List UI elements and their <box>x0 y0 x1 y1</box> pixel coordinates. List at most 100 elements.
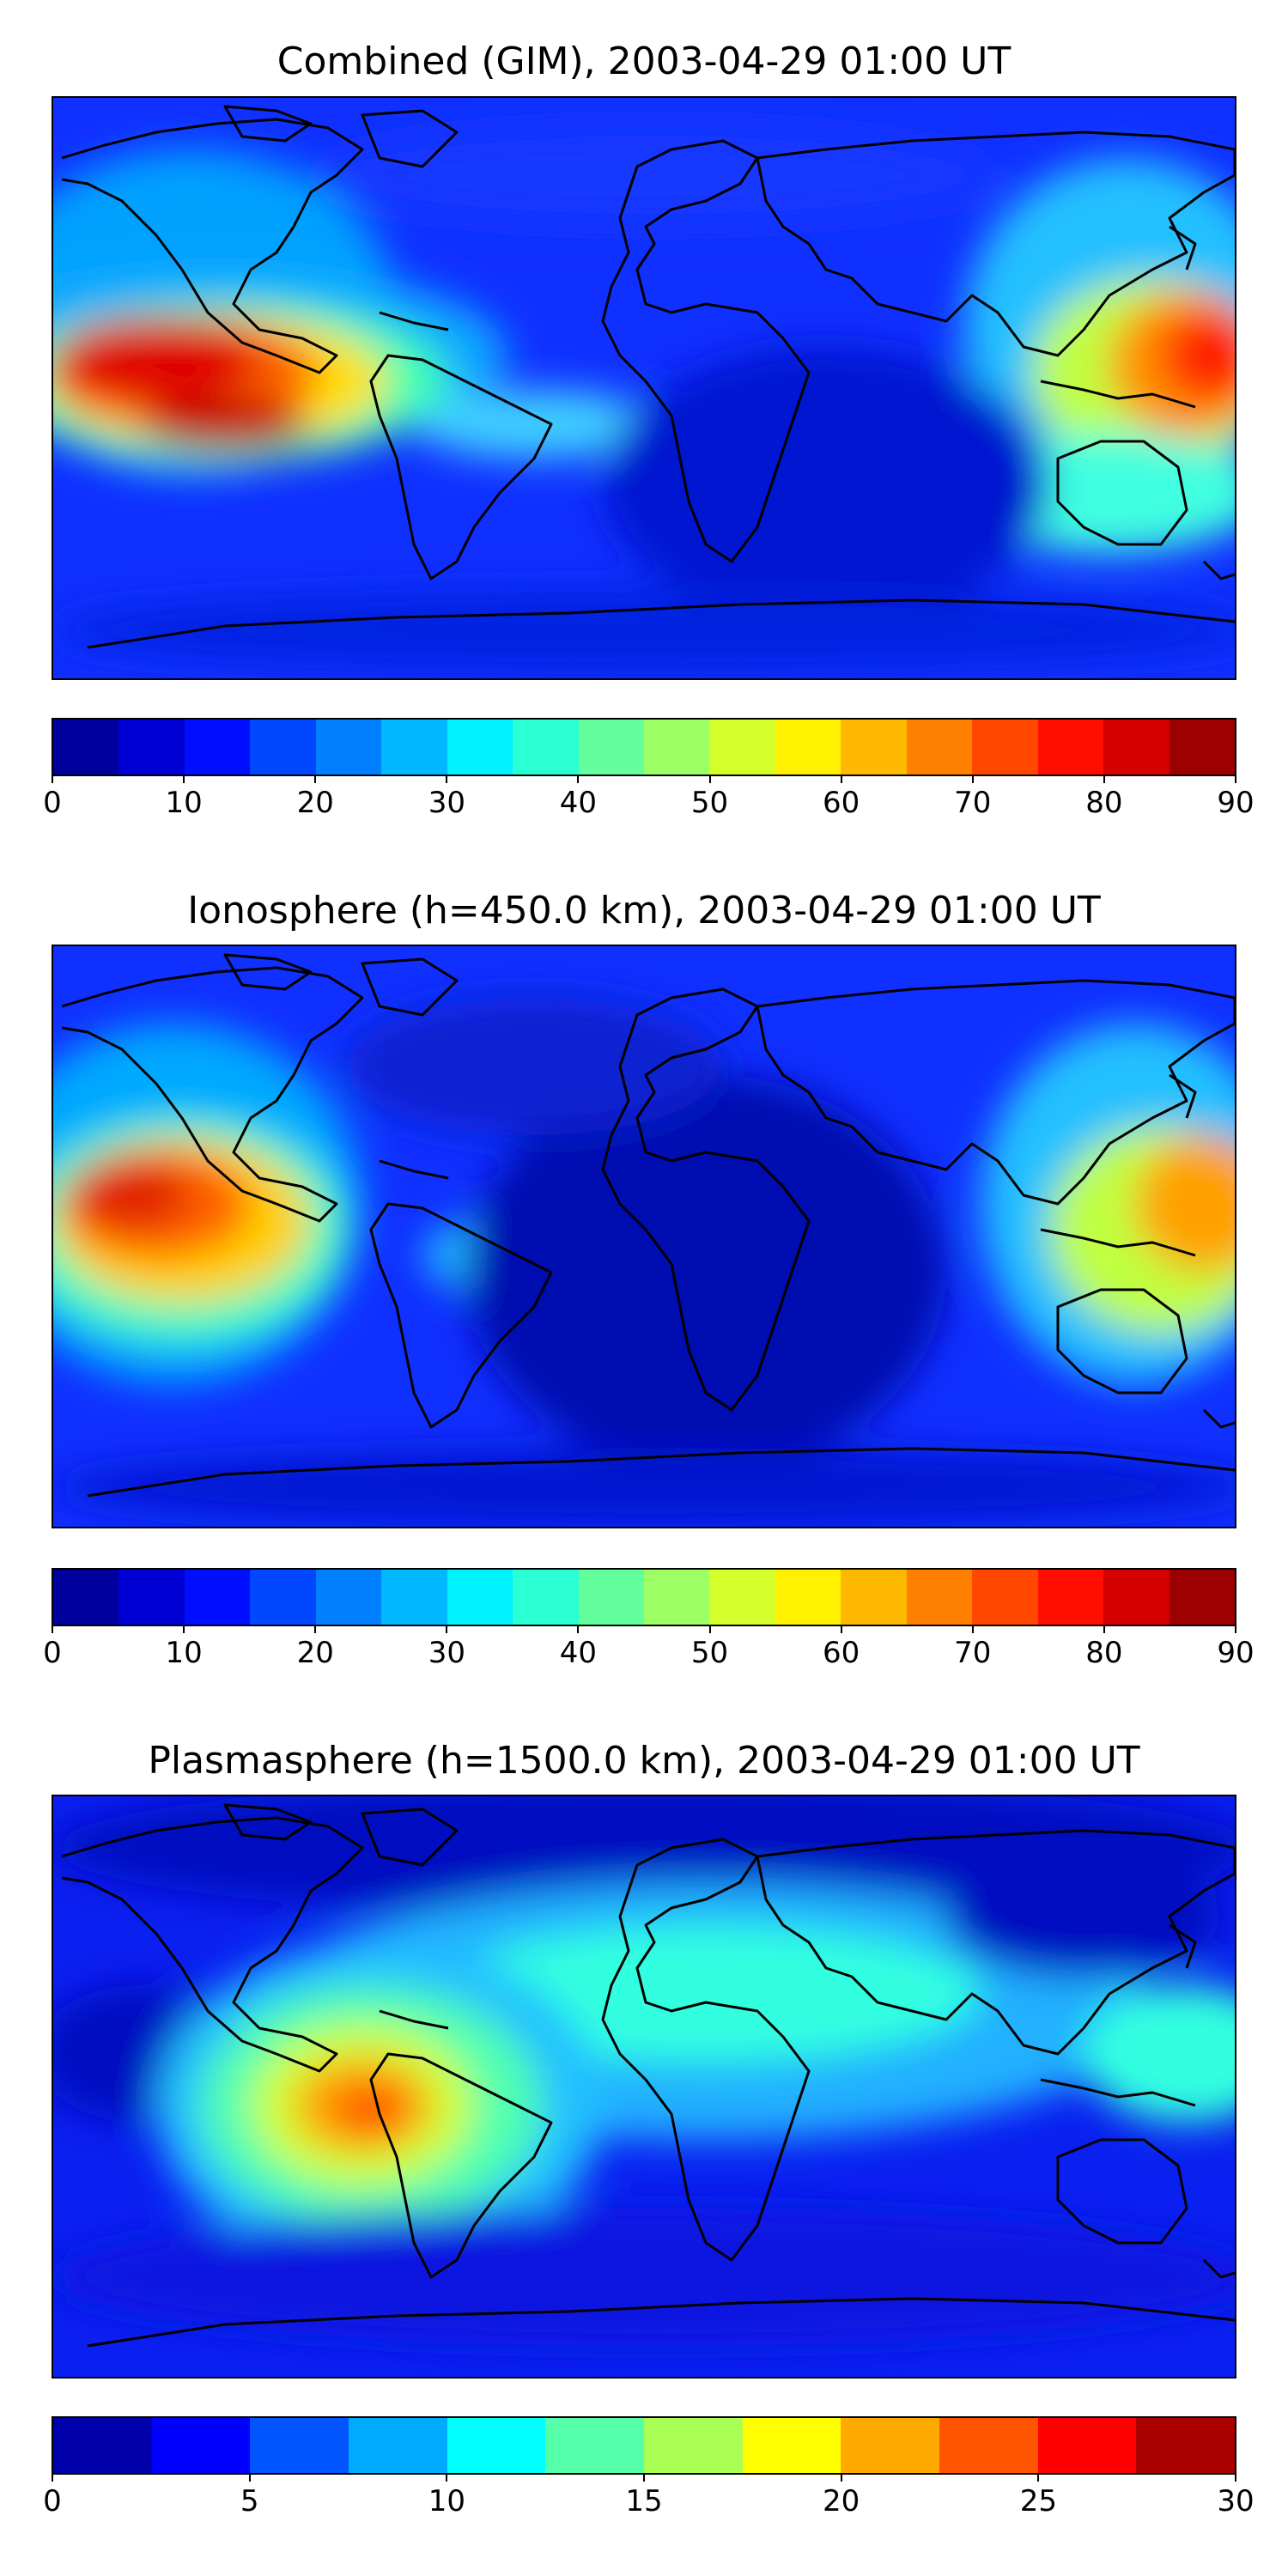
colorbar-tick-label: 20 <box>823 2484 860 2518</box>
colorbar-tick-label: 30 <box>1217 2484 1255 2518</box>
colorbar-swatches-combined <box>53 720 1235 775</box>
tec-contour-map-plasmasphere <box>53 1796 1235 2377</box>
colorbar-swatch <box>841 1570 908 1625</box>
colorbar-swatches-plasmasphere <box>53 2418 1235 2473</box>
colorbar-tick-mark <box>643 2473 645 2482</box>
colorbar-tick-mark <box>1235 2473 1236 2482</box>
colorbar-tick-label: 50 <box>690 1636 729 1670</box>
colorbar-tick-mark <box>248 2473 251 2482</box>
colorbar-swatch <box>381 720 448 775</box>
colorbar-tick-mark <box>1103 1625 1105 1633</box>
colorbar-tick-label: 10 <box>165 1636 203 1670</box>
colorbar-tick-label: 5 <box>240 2484 259 2518</box>
blob <box>946 1856 1221 1977</box>
colorbar-tick-label: 80 <box>1085 1636 1123 1670</box>
colorbar-tick-mark <box>971 775 974 783</box>
colorbar-ticks-combined: 0 10 20 30 40 50 60 70 80 90 <box>43 775 1255 820</box>
colorbar-swatch <box>316 1570 382 1625</box>
colorbar-tick-label: 40 <box>559 786 598 820</box>
colorbar-swatch <box>579 1570 645 1625</box>
colorbar-tick-label: 30 <box>428 1636 465 1670</box>
tec-contour-map-ionosphere <box>53 946 1235 1527</box>
colorbar-swatch <box>907 1570 973 1625</box>
colorbar-tick-mark <box>314 775 317 783</box>
tec-contour-map-combined <box>53 98 1235 678</box>
blob <box>53 2208 1235 2346</box>
colorbar-swatch <box>447 720 513 775</box>
colorbar-swatch <box>841 720 908 775</box>
blob <box>1084 1985 1235 2123</box>
colorbar-swatch <box>644 1570 710 1625</box>
blob <box>345 998 723 1135</box>
colorbar-swatch <box>185 720 251 775</box>
colorbar-swatch <box>709 720 776 775</box>
colorbar-swatches-ionosphere <box>53 1570 1235 1625</box>
colorbar-swatch <box>447 1570 513 1625</box>
blob <box>53 1449 1235 1526</box>
colorbar-plasmasphere <box>52 2416 1236 2475</box>
panel-title-ionosphere: Ionosphere (h=450.0 km), 2003-04-29 01:0… <box>187 889 1101 933</box>
colorbar-tick-mark <box>840 1625 842 1633</box>
panel-title-combined: Combined (GIM), 2003-04-29 01:00 UT <box>276 39 1012 83</box>
colorbar-tick-label: 20 <box>296 1636 334 1670</box>
colorbar-tick-label: 40 <box>559 1636 598 1670</box>
colorbar-swatch <box>1038 720 1104 775</box>
colorbar-tick-mark <box>183 1625 185 1633</box>
colorbar-swatch <box>775 1570 841 1625</box>
blob <box>465 1075 946 1470</box>
colorbar-tick-label: 10 <box>428 2484 465 2518</box>
colorbar-swatch <box>709 1570 776 1625</box>
colorbar-tick-label: 20 <box>296 786 334 820</box>
colorbar-swatch <box>1170 720 1235 775</box>
colorbar-swatch <box>53 720 119 775</box>
colorbar-tick-mark <box>446 775 448 783</box>
colorbar-tick-label: 10 <box>165 786 203 820</box>
colorbar-tick-label: 60 <box>823 1636 860 1670</box>
blob <box>1161 308 1235 403</box>
colorbar-swatch <box>1136 2418 1235 2473</box>
colorbar-tick-mark <box>52 2473 53 2482</box>
colorbar-tick-mark <box>1235 1625 1236 1633</box>
colorbar-tick-mark <box>840 2473 842 2482</box>
colorbar-swatch <box>579 720 645 775</box>
colorbar-swatch <box>513 720 580 775</box>
blob <box>139 398 311 450</box>
colorbar-tick-mark <box>314 1625 317 1633</box>
colorbar-tick-label: 70 <box>954 1636 992 1670</box>
blob <box>70 1161 191 1230</box>
colorbar-swatch <box>381 1570 448 1625</box>
colorbar-swatch <box>152 2418 251 2473</box>
map-plasmasphere <box>52 1795 1236 2379</box>
colorbar-ticks-ionosphere: 0 10 20 30 40 50 60 70 80 90 <box>43 1625 1255 1670</box>
blob <box>311 124 998 227</box>
colorbar-tick-label: 30 <box>428 786 465 820</box>
colorbar-tick-mark <box>446 1625 448 1633</box>
colorbar-tick-label: 80 <box>1085 786 1123 820</box>
colorbar-tick-label: 70 <box>954 786 992 820</box>
colorbar-swatch <box>545 2418 645 2473</box>
blob <box>53 317 259 403</box>
blob <box>414 390 654 459</box>
colorbar-swatch <box>907 720 973 775</box>
colorbar-tick-mark <box>708 1625 711 1633</box>
colorbar-tick-mark <box>840 775 842 783</box>
colorbar-swatch <box>1103 720 1170 775</box>
colorbar-tick-mark <box>1037 2473 1040 2482</box>
colorbar-swatch <box>841 2418 940 2473</box>
colorbar-tick-label: 0 <box>43 2484 62 2518</box>
colorbar-tick-label: 0 <box>43 1636 62 1670</box>
colorbar-swatch <box>349 2418 448 2473</box>
colorbar-tick-label: 90 <box>1217 786 1255 820</box>
colorbar-tick-label: 15 <box>625 2484 663 2518</box>
blob <box>1135 1135 1235 1273</box>
colorbar-tick-mark <box>52 775 53 783</box>
colorbar-tick-label: 90 <box>1217 1636 1255 1670</box>
colorbar-swatch <box>644 2418 744 2473</box>
colorbar-swatch <box>250 2418 349 2473</box>
colorbar-tick-mark <box>183 775 185 783</box>
colorbar-swatch <box>447 2418 546 2473</box>
colorbar-combined <box>52 718 1236 776</box>
panel-title-plasmasphere: Plasmasphere (h=1500.0 km), 2003-04-29 0… <box>148 1739 1140 1783</box>
colorbar-tick-mark <box>1235 775 1236 783</box>
colorbar-swatch <box>972 720 1039 775</box>
